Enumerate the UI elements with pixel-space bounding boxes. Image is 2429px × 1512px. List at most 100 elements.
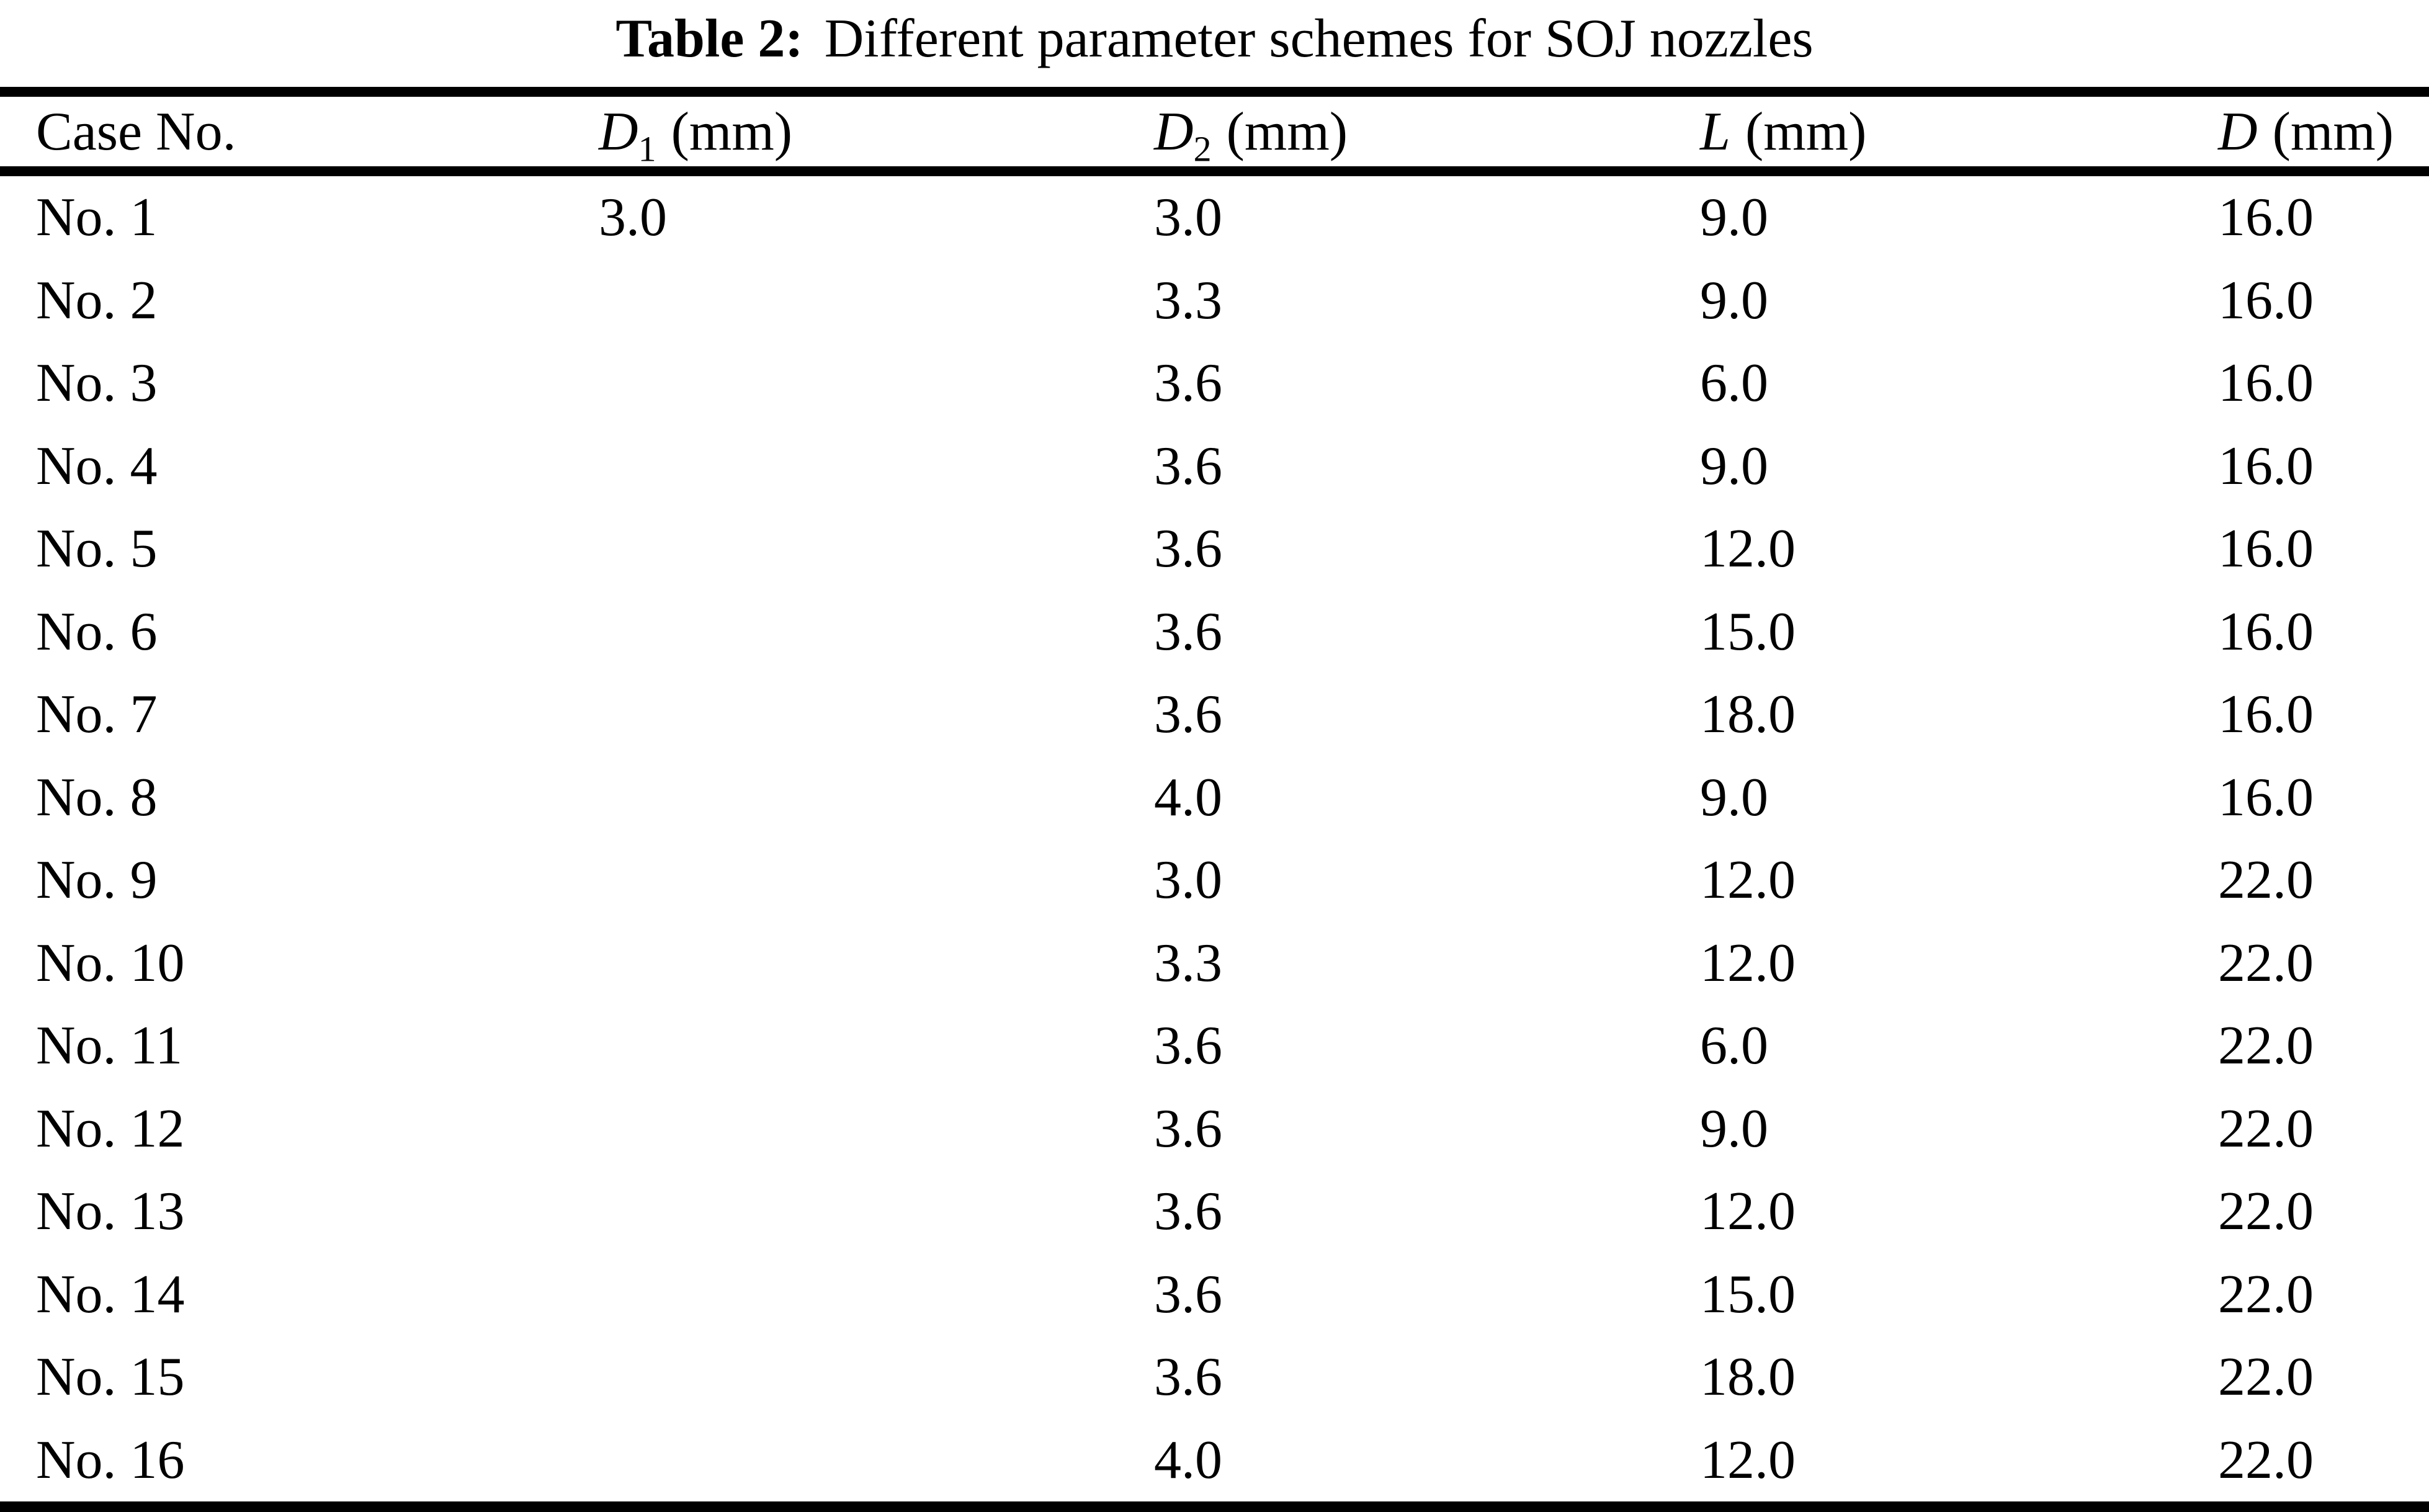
cell-d1 [599, 1336, 1154, 1419]
cell-d: 16.0 [2218, 436, 2314, 496]
column-symbol: D [599, 101, 638, 162]
column-subscript: 2 [1193, 128, 1212, 169]
cell-l: 9.0 [1700, 767, 1768, 828]
cell-d2: 3.6 [1154, 1347, 1222, 1408]
cell-d1 [599, 1170, 1154, 1253]
cell-d1 [599, 922, 1154, 1005]
cell-case: No. 12 [36, 1098, 185, 1159]
cell-d2: 3.6 [1154, 1016, 1222, 1076]
cell-l: 12.0 [1700, 1429, 1796, 1490]
column-unit: (mm) [1226, 101, 1348, 162]
cell-d2: 3.3 [1154, 933, 1222, 993]
cell-l: 18.0 [1700, 1347, 1796, 1408]
column-unit: (mm) [1745, 101, 1867, 162]
cell-d2: 4.0 [1154, 767, 1222, 828]
cell-d: 16.0 [2218, 519, 2314, 579]
cell-l: 12.0 [1700, 1181, 1796, 1242]
cell-d: 16.0 [2218, 767, 2314, 828]
cell-d1 [599, 1253, 1154, 1336]
table-row: No. 8 4.0 9.0 16.0 [0, 756, 2429, 839]
cell-case: No. 7 [36, 684, 158, 745]
table-row: No. 15 3.6 18.0 22.0 [0, 1336, 2429, 1419]
cell-l: 6.0 [1700, 1016, 1768, 1076]
table-row: No. 1 3.0 3.0 9.0 16.0 [0, 171, 2429, 259]
cell-case: No. 8 [36, 767, 158, 828]
cell-l: 9.0 [1700, 270, 1768, 331]
table-caption: Table 2: Different parameter schemes for … [0, 0, 2429, 87]
cell-d: 22.0 [2218, 850, 2314, 911]
column-header: D1 (mm) [599, 92, 1154, 176]
cell-l: 15.0 [1700, 601, 1796, 662]
table-row: No. 6 3.6 15.0 16.0 [0, 591, 2429, 674]
table-row: No. 16 4.0 12.0 22.0 [0, 1419, 2429, 1507]
table-row: No. 13 3.6 12.0 22.0 [0, 1170, 2429, 1253]
cell-d1 [599, 1088, 1154, 1171]
cell-case: No. 2 [36, 270, 158, 331]
cell-d1 [599, 591, 1154, 674]
table-row: No. 4 3.6 9.0 16.0 [0, 425, 2429, 508]
cell-d1 [599, 673, 1154, 756]
column-header: Case No. [0, 92, 599, 176]
table-row: No. 10 3.3 12.0 22.0 [0, 922, 2429, 1005]
cell-d2: 4.0 [1154, 1429, 1222, 1490]
cell-case: No. 1 [36, 187, 158, 248]
cell-l: 9.0 [1700, 436, 1768, 496]
cell-d2: 3.0 [1154, 850, 1222, 911]
cell-l: 12.0 [1700, 850, 1796, 911]
cell-d2: 3.6 [1154, 1098, 1222, 1159]
column-header: L (mm) [1700, 92, 2218, 176]
cell-case: No. 15 [36, 1347, 185, 1408]
cell-d: 16.0 [2218, 270, 2314, 331]
cell-d: 22.0 [2218, 1016, 2314, 1076]
cell-d2: 3.6 [1154, 1181, 1222, 1242]
cell-d: 16.0 [2218, 684, 2314, 745]
cell-case: No. 10 [36, 933, 185, 993]
cell-d: 16.0 [2218, 601, 2314, 662]
cell-d2: 3.6 [1154, 1264, 1222, 1325]
cell-l: 12.0 [1700, 519, 1796, 579]
table-row: No. 11 3.6 6.0 22.0 [0, 1004, 2429, 1088]
cell-case: No. 11 [36, 1016, 183, 1076]
cell-l: 9.0 [1700, 187, 1768, 248]
column-unit: (mm) [671, 101, 793, 162]
cell-case: No. 14 [36, 1264, 185, 1325]
column-subscript: 1 [638, 128, 656, 169]
cell-l: 6.0 [1700, 353, 1768, 414]
cell-d: 22.0 [2218, 1347, 2314, 1408]
column-unit: (mm) [2272, 101, 2394, 162]
cell-case: No. 6 [36, 601, 158, 662]
cell-l: 18.0 [1700, 684, 1796, 745]
caption-label: Table 2: [615, 9, 803, 69]
cell-d: 16.0 [2218, 187, 2314, 248]
cell-d1 [599, 1004, 1154, 1088]
cell-d1 [599, 839, 1154, 922]
table-row: No. 3 3.6 6.0 16.0 [0, 342, 2429, 425]
column-header: D (mm) [2218, 92, 2429, 176]
cell-d1 [599, 756, 1154, 839]
cell-d: 22.0 [2218, 1264, 2314, 1325]
cell-case: No. 9 [36, 850, 158, 911]
cell-d1 [599, 425, 1154, 508]
table-row: No. 9 3.0 12.0 22.0 [0, 839, 2429, 922]
cell-l: 9.0 [1700, 1098, 1768, 1159]
table-row: No. 12 3.6 9.0 22.0 [0, 1088, 2429, 1171]
cell-d1 [599, 259, 1154, 342]
cell-d: 22.0 [2218, 1181, 2314, 1242]
cell-d1: 3.0 [599, 187, 667, 248]
cell-d: 16.0 [2218, 353, 2314, 414]
cell-d: 22.0 [2218, 1098, 2314, 1159]
table-row: No. 2 3.3 9.0 16.0 [0, 259, 2429, 342]
cell-l: 15.0 [1700, 1264, 1796, 1325]
cell-d: 22.0 [2218, 933, 2314, 993]
parameter-table: Case No. D1 (mm) D2 (mm) L (mm) D (mm) No. 1… [0, 87, 2429, 1512]
cell-d2: 3.0 [1154, 187, 1222, 248]
column-symbol: D [1154, 101, 1194, 162]
cell-d1 [599, 1419, 1154, 1507]
cell-case: No. 16 [36, 1429, 185, 1490]
column-header: D2 (mm) [1154, 92, 1700, 176]
column-symbol: L [1700, 101, 1730, 162]
cell-d1 [599, 508, 1154, 591]
table-row: No. 7 3.6 18.0 16.0 [0, 673, 2429, 756]
cell-case: No. 13 [36, 1181, 185, 1242]
column-symbol: D [2218, 101, 2258, 162]
